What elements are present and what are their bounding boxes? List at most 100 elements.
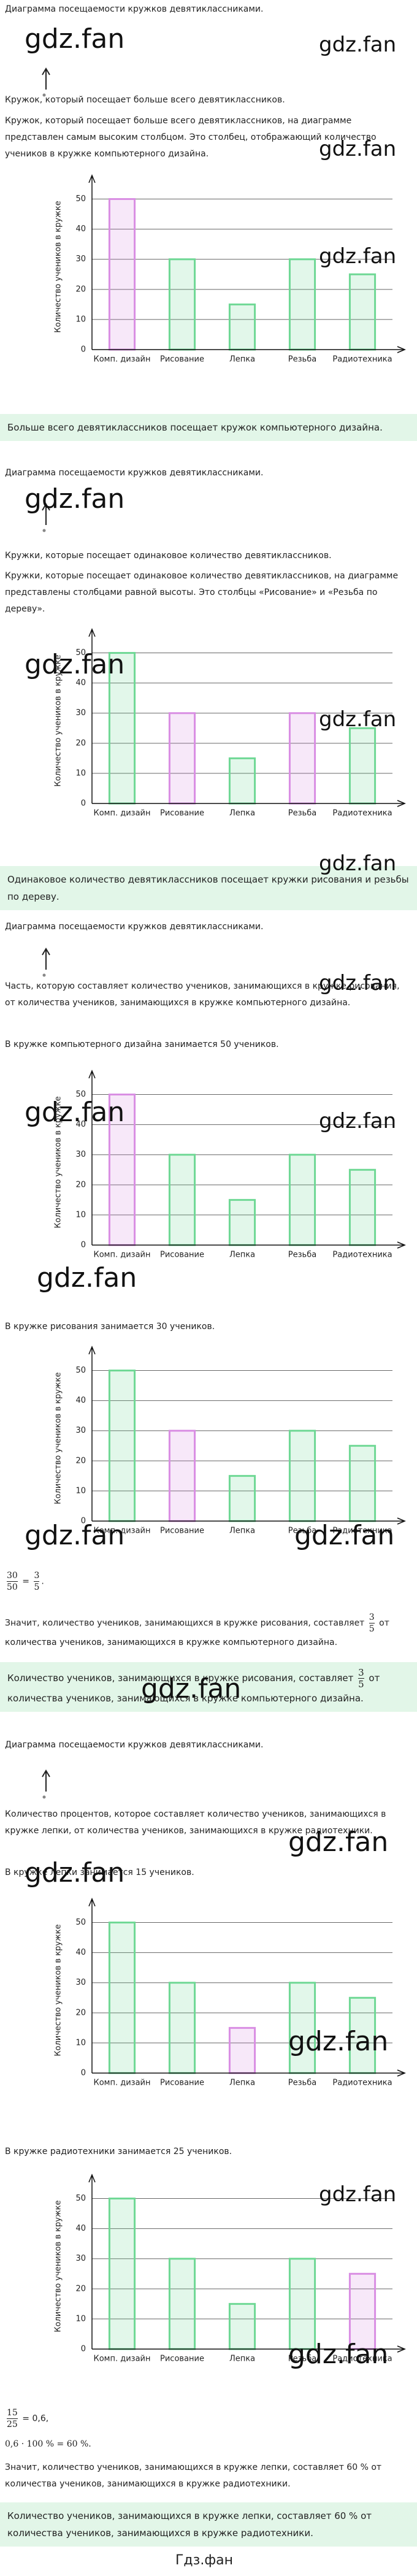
bar [108, 1370, 136, 1522]
y-axis-arrow [88, 1898, 96, 1907]
watermark: gdz.fan [25, 1857, 125, 1888]
bar [288, 1982, 316, 2074]
bar [108, 1922, 136, 2074]
paragraph: Кружок, который посещает больше всего де… [5, 116, 377, 159]
chart: Количество учеников в кружке 0 10 20 30 40 50 К… [54, 174, 406, 364]
y-axis-arrow [88, 1346, 96, 1355]
section-title: Диаграмма посещаемости кружков девятикла… [5, 922, 264, 932]
bar [108, 198, 136, 351]
question: Часть, которую составляет количество уче… [5, 981, 400, 1008]
x-tick-label: Рисование [160, 355, 204, 364]
text: Значит, количество учеников, занимающихс… [5, 1618, 365, 1628]
footer: Гдз.фан [175, 2553, 233, 2568]
x-tick-label: Комп. дизайн [93, 1527, 150, 1536]
conclusion: Значит, количество учеников, занимающихс… [5, 1612, 404, 1651]
denominator: 5 [34, 1582, 40, 1592]
watermark: gdz.fan [319, 1109, 397, 1133]
x-tick-label: Радиотехника [332, 809, 392, 818]
y-tick-label: 20 [75, 2284, 86, 2293]
y-tick-label: 50 [75, 194, 86, 204]
bar [348, 1168, 377, 1246]
y-tick-label: 50 [75, 1366, 86, 1375]
bar [168, 1430, 196, 1522]
watermark: gdz.fan [25, 23, 125, 55]
bar [108, 2198, 136, 2350]
x-tick-label: Радиотехника [332, 2355, 392, 2364]
y-tick-label: 30 [75, 1150, 86, 1159]
x-tick-label: Лепка [229, 2079, 255, 2088]
watermark: gdz.fan [319, 2182, 397, 2207]
denominator: 5 [369, 1624, 375, 1634]
y-tick-label: 30 [75, 1426, 86, 1435]
bar [168, 1154, 196, 1246]
section-title: Диаграмма посещаемости кружков девятикла… [5, 468, 264, 478]
bar [228, 1198, 256, 1246]
given: В кружке компьютерного дизайна занимаетс… [5, 1040, 279, 1049]
y-tick-label: 50 [75, 2194, 86, 2203]
chart: Количество учеников в кружке 0 10 20 30 40 50 К… [54, 2174, 406, 2364]
y-tick-label: 20 [75, 285, 86, 294]
arrow-icon [42, 1769, 50, 1799]
equation: 15 25 = 0,6, [5, 2407, 404, 2430]
section-title: Диаграмма посещаемости кружков девятикла… [5, 4, 264, 14]
y-tick-label: 10 [75, 315, 86, 324]
numerator: 30 [7, 1571, 18, 1582]
arrow-icon [42, 503, 50, 532]
y-axis-arrow [88, 1070, 96, 1079]
y-tick-label: 40 [75, 2224, 86, 2233]
watermark: gdz.fan [288, 1827, 389, 1858]
x-tick-label: Рисование [160, 809, 204, 818]
bar [228, 1474, 256, 1522]
y-tick-label: 20 [75, 2008, 86, 2017]
bar [288, 258, 316, 351]
x-tick-label: Комп. дизайн [93, 1251, 150, 1260]
x-tick-label: Рисование [160, 1527, 204, 1536]
answer: Количество учеников, занимающихся в круж… [0, 1662, 417, 1712]
period: . [41, 1576, 44, 1587]
x-tick-label: Комп. дизайн [93, 2355, 150, 2364]
question: Количество процентов, которое составляет… [5, 1809, 386, 1836]
numerator: 15 [7, 2408, 18, 2419]
x-tick-label: Резьба [288, 2079, 316, 2088]
y-tick-label: 20 [75, 1456, 86, 1465]
numerator: 3 [358, 1667, 364, 1679]
bar [168, 258, 196, 351]
x-axis-arrow [397, 1241, 406, 1249]
x-tick-label: Комп. дизайн [93, 2079, 150, 2088]
x-tick-label: Лепка [229, 1527, 255, 1536]
watermark: gdz.fan [319, 244, 397, 269]
bar [228, 303, 256, 351]
y-tick-label: 40 [75, 1948, 86, 1957]
arrow-icon [42, 67, 50, 97]
denominator: 5 [358, 1679, 364, 1690]
x-tick-label: Радиотехника [332, 355, 392, 364]
watermark: gdz.fan [25, 1520, 125, 1551]
arrow-icon [42, 948, 50, 977]
y-tick-label: 0 [81, 2345, 86, 2354]
text: от количества учеников, занимающихся в к… [5, 1618, 389, 1648]
x-axis-arrow [397, 800, 406, 807]
section-title: Диаграмма посещаемости кружков девятикла… [5, 1740, 264, 1750]
given: В кружке рисования занимается 30 ученико… [5, 1322, 215, 1332]
y-tick-label: 0 [81, 1517, 86, 1526]
y-tick-label: 40 [75, 1396, 86, 1405]
y-axis-arrow [88, 2174, 96, 2183]
numerator: 3 [369, 1612, 375, 1623]
given: В кружке радиотехники занимается 25 учен… [5, 2147, 232, 2156]
y-tick-label: 0 [81, 799, 86, 808]
y-tick-label: 20 [75, 1180, 86, 1189]
y-axis-label: Количество учеников в кружке [54, 1096, 63, 1228]
bar [288, 2258, 316, 2350]
x-tick-label: Радиотехника [332, 1527, 392, 1536]
y-tick-label: 40 [75, 1120, 86, 1129]
y-tick-label: 30 [75, 255, 86, 264]
bar [288, 1430, 316, 1522]
question: Кружки, которые посещает одинаковое коли… [5, 551, 332, 561]
bar [288, 1154, 316, 1246]
watermark: gdz.fan [294, 1520, 395, 1551]
watermark: gdz.fan [141, 1673, 242, 1704]
y-tick-label: 50 [75, 1090, 86, 1099]
answer: Одинаковое количество девятиклассников п… [0, 866, 417, 910]
